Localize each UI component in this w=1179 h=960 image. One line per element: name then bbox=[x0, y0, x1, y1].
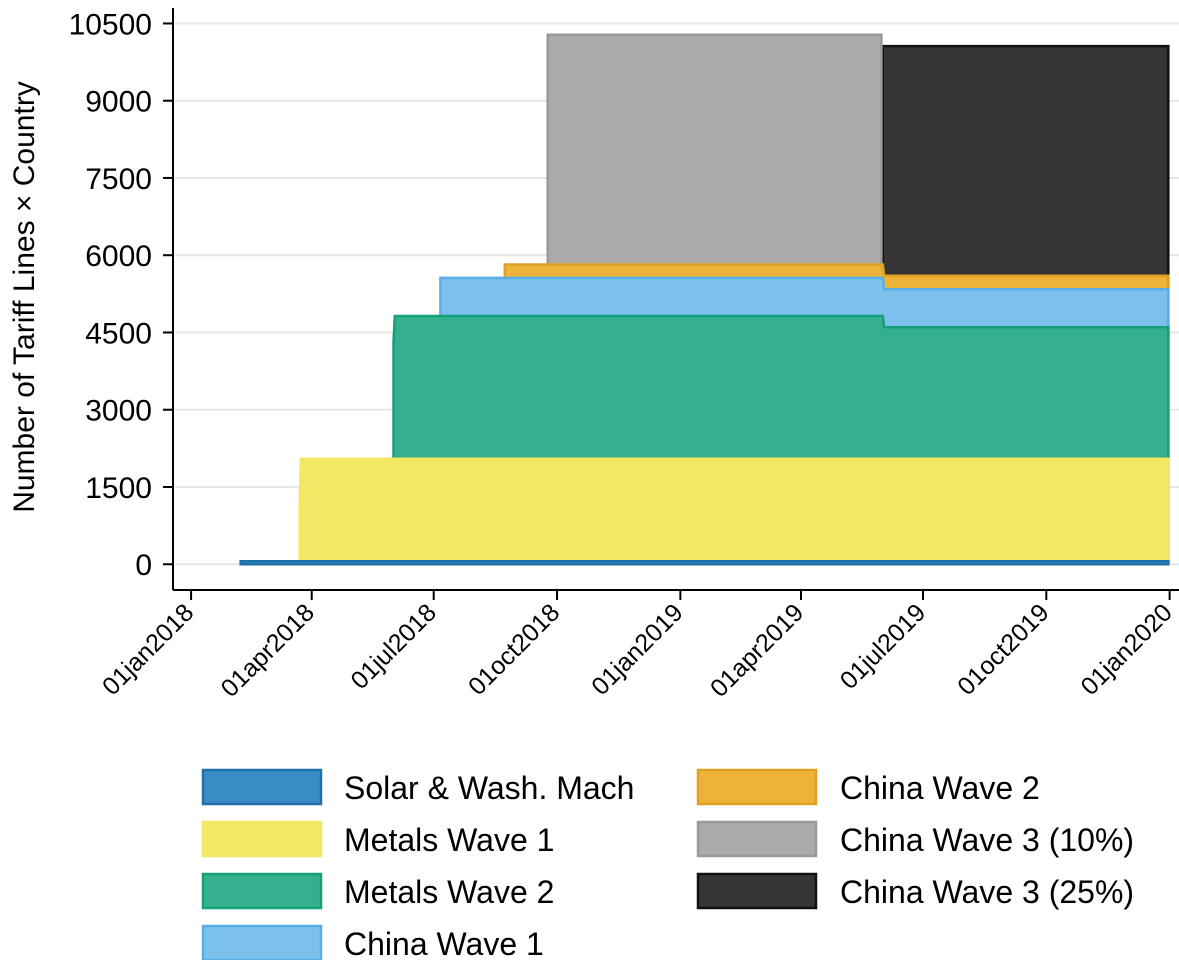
x-tick-label: 01oct2019 bbox=[952, 598, 1054, 700]
x-ticks: 01jan2018 01apr2018 01jul2018 01oct2018 01ja… bbox=[97, 590, 1178, 703]
legend-swatch bbox=[201, 768, 323, 806]
legend-label: China Wave 3 (10%) bbox=[840, 822, 1134, 858]
x-tick-label: 01jul2018 bbox=[345, 598, 441, 694]
y-tick-label: 0 bbox=[135, 549, 152, 582]
legend-item-china-wave-3-25: China Wave 3 (25%) bbox=[696, 872, 1134, 910]
y-tick-label: 4500 bbox=[85, 317, 152, 350]
legend-label: Metals Wave 2 bbox=[344, 874, 554, 910]
y-tick-label: 6000 bbox=[85, 240, 152, 273]
legend-swatch bbox=[696, 872, 818, 910]
legend-swatch bbox=[201, 924, 323, 960]
legend-label: China Wave 2 bbox=[840, 770, 1040, 806]
y-tick-label: 10500 bbox=[69, 8, 152, 41]
legend-item-metals-wave-1: Metals Wave 1 bbox=[201, 820, 554, 858]
legend-item-china-wave-1: China Wave 1 bbox=[201, 924, 544, 960]
legend-label: China Wave 1 bbox=[344, 926, 544, 960]
x-tick-label: 01jan2018 bbox=[97, 598, 199, 700]
series-areas bbox=[239, 33, 1170, 566]
y-tick-label: 1500 bbox=[85, 472, 152, 505]
y-tick-label: 3000 bbox=[85, 395, 152, 428]
x-tick-label: 01jan2019 bbox=[586, 598, 688, 700]
x-tick-label: 01apr2018 bbox=[216, 598, 320, 702]
legend-swatch bbox=[201, 872, 323, 910]
x-tick-label: 01jul2019 bbox=[835, 598, 931, 694]
legend-swatch bbox=[696, 820, 818, 858]
axes bbox=[172, 8, 1179, 591]
legend-swatch bbox=[696, 768, 818, 806]
legend-label: Solar & Wash. Mach bbox=[344, 770, 634, 806]
x-tick-label: 01apr2019 bbox=[705, 598, 809, 702]
y-ticks: 0 1500 3000 4500 6000 7500 9000 10500 bbox=[69, 8, 173, 582]
area-metals-wave-1 bbox=[298, 457, 1170, 566]
legend-swatch bbox=[201, 820, 323, 858]
y-tick-label: 9000 bbox=[85, 86, 152, 119]
legend-item-china-wave-2: China Wave 2 bbox=[696, 768, 1040, 806]
legend-label: Metals Wave 1 bbox=[344, 822, 554, 858]
y-tick-label: 7500 bbox=[85, 163, 152, 196]
legend-item-china-wave-3-10: China Wave 3 (10%) bbox=[696, 820, 1134, 858]
legend: Solar & Wash. Mach Metals Wave 1 Metals Wa… bbox=[201, 768, 1134, 960]
x-tick-label: 01oct2018 bbox=[463, 598, 565, 700]
legend-item-metals-wave-2: Metals Wave 2 bbox=[201, 872, 554, 910]
legend-item-solar-wash-mach: Solar & Wash. Mach bbox=[201, 768, 634, 806]
legend-label: China Wave 3 (25%) bbox=[840, 874, 1134, 910]
y-axis-label: Number of Tariff Lines × Country bbox=[8, 81, 41, 513]
area-solar-wash-mach bbox=[239, 559, 1170, 566]
x-tick-label: 01jan2020 bbox=[1075, 598, 1177, 700]
